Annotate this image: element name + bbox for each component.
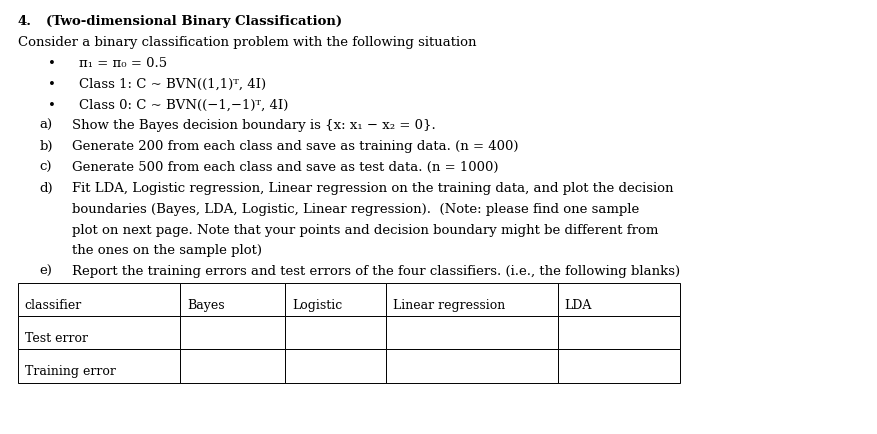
Text: LDA: LDA: [564, 299, 591, 312]
Bar: [386, 349, 557, 383]
Text: Linear regression: Linear regression: [393, 299, 505, 312]
Bar: [557, 316, 680, 349]
Bar: [18, 316, 180, 349]
Text: 4.: 4.: [18, 15, 32, 28]
Bar: [386, 316, 557, 349]
Bar: [18, 283, 180, 316]
Bar: [285, 283, 386, 316]
Bar: [180, 316, 285, 349]
Text: Logistic: Logistic: [292, 299, 342, 312]
Text: Bayes: Bayes: [187, 299, 225, 312]
Text: Fit LDA, Logistic regression, Linear regression on the training data, and plot t: Fit LDA, Logistic regression, Linear reg…: [72, 182, 673, 195]
Text: c): c): [39, 161, 52, 174]
Bar: [557, 283, 680, 316]
Text: π₁ = π₀ = 0.5: π₁ = π₀ = 0.5: [79, 57, 167, 70]
Text: plot on next page. Note that your points and decision boundary might be differen: plot on next page. Note that your points…: [72, 224, 658, 237]
Text: Consider a binary classification problem with the following situation: Consider a binary classification problem…: [18, 36, 475, 49]
Text: e): e): [39, 265, 53, 278]
Text: d): d): [39, 182, 53, 195]
Text: b): b): [39, 140, 53, 153]
Text: Show the Bayes decision boundary is {x: x₁ − x₂ = 0}.: Show the Bayes decision boundary is {x: …: [72, 119, 435, 132]
Bar: [180, 349, 285, 383]
Bar: [18, 349, 180, 383]
Text: Test error: Test error: [25, 332, 88, 345]
Bar: [386, 283, 557, 316]
Text: Training error: Training error: [25, 365, 116, 378]
Text: Generate 200 from each class and save as training data. (n = 400): Generate 200 from each class and save as…: [72, 140, 518, 153]
Text: Class 1: Ϲ ~ BVN((1,1)ᵀ, 4I): Class 1: Ϲ ~ BVN((1,1)ᵀ, 4I): [79, 78, 266, 91]
Text: classifier: classifier: [25, 299, 82, 312]
Text: Generate 500 from each class and save as test data. (n = 1000): Generate 500 from each class and save as…: [72, 161, 498, 174]
Bar: [285, 316, 386, 349]
Text: •: •: [48, 57, 56, 70]
Text: Report the training errors and test errors of the four classifiers. (i.e., the f: Report the training errors and test erro…: [72, 265, 680, 278]
Text: a): a): [39, 119, 53, 132]
Text: Class 0: Ϲ ~ BVN((−1,−1)ᵀ, 4I): Class 0: Ϲ ~ BVN((−1,−1)ᵀ, 4I): [79, 99, 288, 112]
Bar: [557, 349, 680, 383]
Bar: [180, 283, 285, 316]
Bar: [285, 349, 386, 383]
Text: •: •: [48, 78, 56, 91]
Text: the ones on the sample plot): the ones on the sample plot): [72, 244, 261, 257]
Text: boundaries (Bayes, LDA, Logistic, Linear regression).  (Note: please find one sa: boundaries (Bayes, LDA, Logistic, Linear…: [72, 203, 638, 216]
Text: •: •: [48, 99, 56, 112]
Text: (Two-dimensional Binary Classification): (Two-dimensional Binary Classification): [46, 15, 341, 28]
